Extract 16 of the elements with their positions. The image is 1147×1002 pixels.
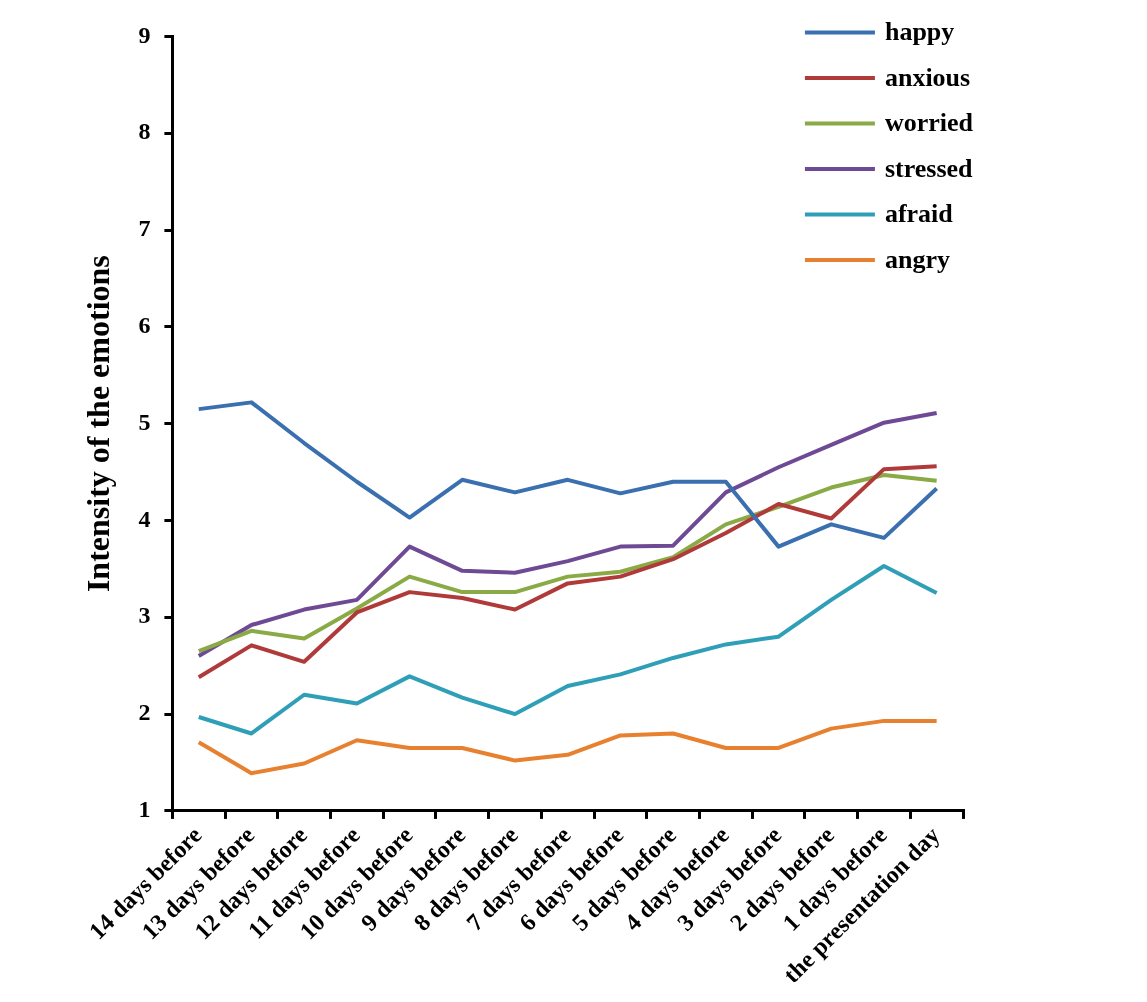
y-tick-label: 4 xyxy=(138,505,151,532)
y-axis-title: Intensity of the emotions xyxy=(80,255,117,593)
legend-label: afraid xyxy=(884,199,954,229)
y-tick-label: 2 xyxy=(138,699,151,726)
legend-label: worried xyxy=(884,108,974,138)
y-tick-label: 6 xyxy=(138,312,151,339)
legend-label: stressed xyxy=(884,153,974,183)
y-tick-label: 8 xyxy=(138,118,151,145)
y-tick-label: 9 xyxy=(138,21,151,48)
legend-label: anxious xyxy=(884,62,971,92)
legend-label: happy xyxy=(884,17,955,47)
y-tick-label: 7 xyxy=(138,215,151,242)
y-tick-label: 3 xyxy=(138,602,151,629)
y-tick-label: 1 xyxy=(138,796,151,823)
legend-label: angry xyxy=(884,244,950,274)
y-tick-label: 5 xyxy=(138,408,151,435)
